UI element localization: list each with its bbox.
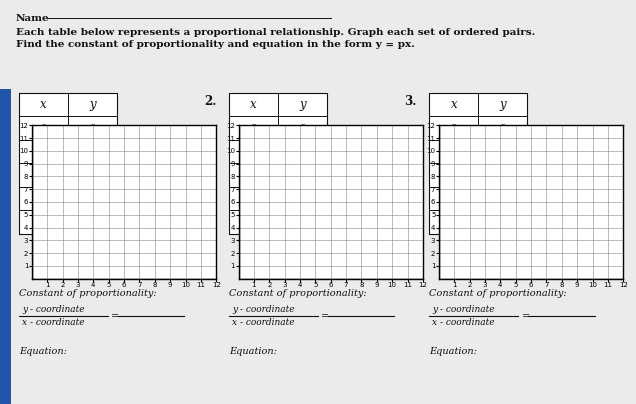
Text: y - coordinate: y - coordinate xyxy=(432,305,495,314)
Text: 2.: 2. xyxy=(204,95,216,108)
Text: y - coordinate: y - coordinate xyxy=(232,305,294,314)
Text: Constant of proportionality:: Constant of proportionality: xyxy=(229,289,366,298)
Text: 2: 2 xyxy=(40,170,47,179)
Text: Constant of proportionality:: Constant of proportionality: xyxy=(429,289,567,298)
Text: 0: 0 xyxy=(250,124,257,133)
Text: 2: 2 xyxy=(499,170,506,179)
Text: 1: 1 xyxy=(40,147,47,156)
Text: 1: 1 xyxy=(89,147,96,156)
Text: x - coordinate: x - coordinate xyxy=(22,318,85,327)
Text: 0: 0 xyxy=(89,124,96,133)
Text: 6: 6 xyxy=(299,194,306,203)
Text: 3: 3 xyxy=(450,147,457,156)
Text: x - coordinate: x - coordinate xyxy=(232,318,294,327)
Text: 0: 0 xyxy=(450,124,457,133)
Text: 2: 2 xyxy=(250,170,257,179)
Text: 4: 4 xyxy=(250,217,257,226)
Text: 3: 3 xyxy=(40,194,47,203)
Text: 1: 1 xyxy=(499,147,506,156)
Text: 0: 0 xyxy=(40,124,47,133)
Text: y: y xyxy=(89,98,96,111)
Text: =: = xyxy=(321,312,329,321)
Text: 1: 1 xyxy=(250,147,257,156)
Text: 4: 4 xyxy=(499,217,506,226)
Text: Equation:: Equation: xyxy=(229,347,277,356)
Text: 0: 0 xyxy=(299,124,306,133)
Bar xyxy=(0,89,11,404)
Text: 8: 8 xyxy=(299,217,306,226)
Text: Each table below represents a proportional relationship. Graph each set of order: Each table below represents a proportion… xyxy=(16,28,536,37)
Text: 2: 2 xyxy=(89,170,96,179)
Text: 0: 0 xyxy=(499,124,506,133)
Text: x: x xyxy=(40,98,47,111)
Bar xyxy=(429,93,527,234)
Bar xyxy=(229,93,327,234)
Text: y: y xyxy=(299,98,306,111)
Text: x: x xyxy=(250,98,257,111)
Text: x: x xyxy=(450,98,457,111)
Text: 4: 4 xyxy=(299,170,306,179)
Text: 3.: 3. xyxy=(404,95,417,108)
Text: 4: 4 xyxy=(40,217,47,226)
Bar xyxy=(19,93,117,234)
Text: 3: 3 xyxy=(250,194,257,203)
Text: Equation:: Equation: xyxy=(19,347,67,356)
Text: =: = xyxy=(111,312,120,321)
Text: 3: 3 xyxy=(89,194,96,203)
Text: Constant of proportionality:: Constant of proportionality: xyxy=(19,289,156,298)
Text: y: y xyxy=(499,98,506,111)
Text: 3: 3 xyxy=(499,194,506,203)
Text: Find the constant of proportionality and equation in the form y = px.: Find the constant of proportionality and… xyxy=(16,40,415,49)
Text: x - coordinate: x - coordinate xyxy=(432,318,495,327)
Text: 4: 4 xyxy=(89,217,96,226)
Text: 6: 6 xyxy=(450,170,457,179)
Text: 1.: 1. xyxy=(0,95,6,108)
Text: =: = xyxy=(522,312,530,321)
Text: 9: 9 xyxy=(450,194,457,203)
Text: Name: Name xyxy=(16,14,50,23)
Text: 2: 2 xyxy=(299,147,306,156)
Text: 12: 12 xyxy=(447,217,460,226)
Text: Equation:: Equation: xyxy=(429,347,477,356)
Text: y - coordinate: y - coordinate xyxy=(22,305,85,314)
